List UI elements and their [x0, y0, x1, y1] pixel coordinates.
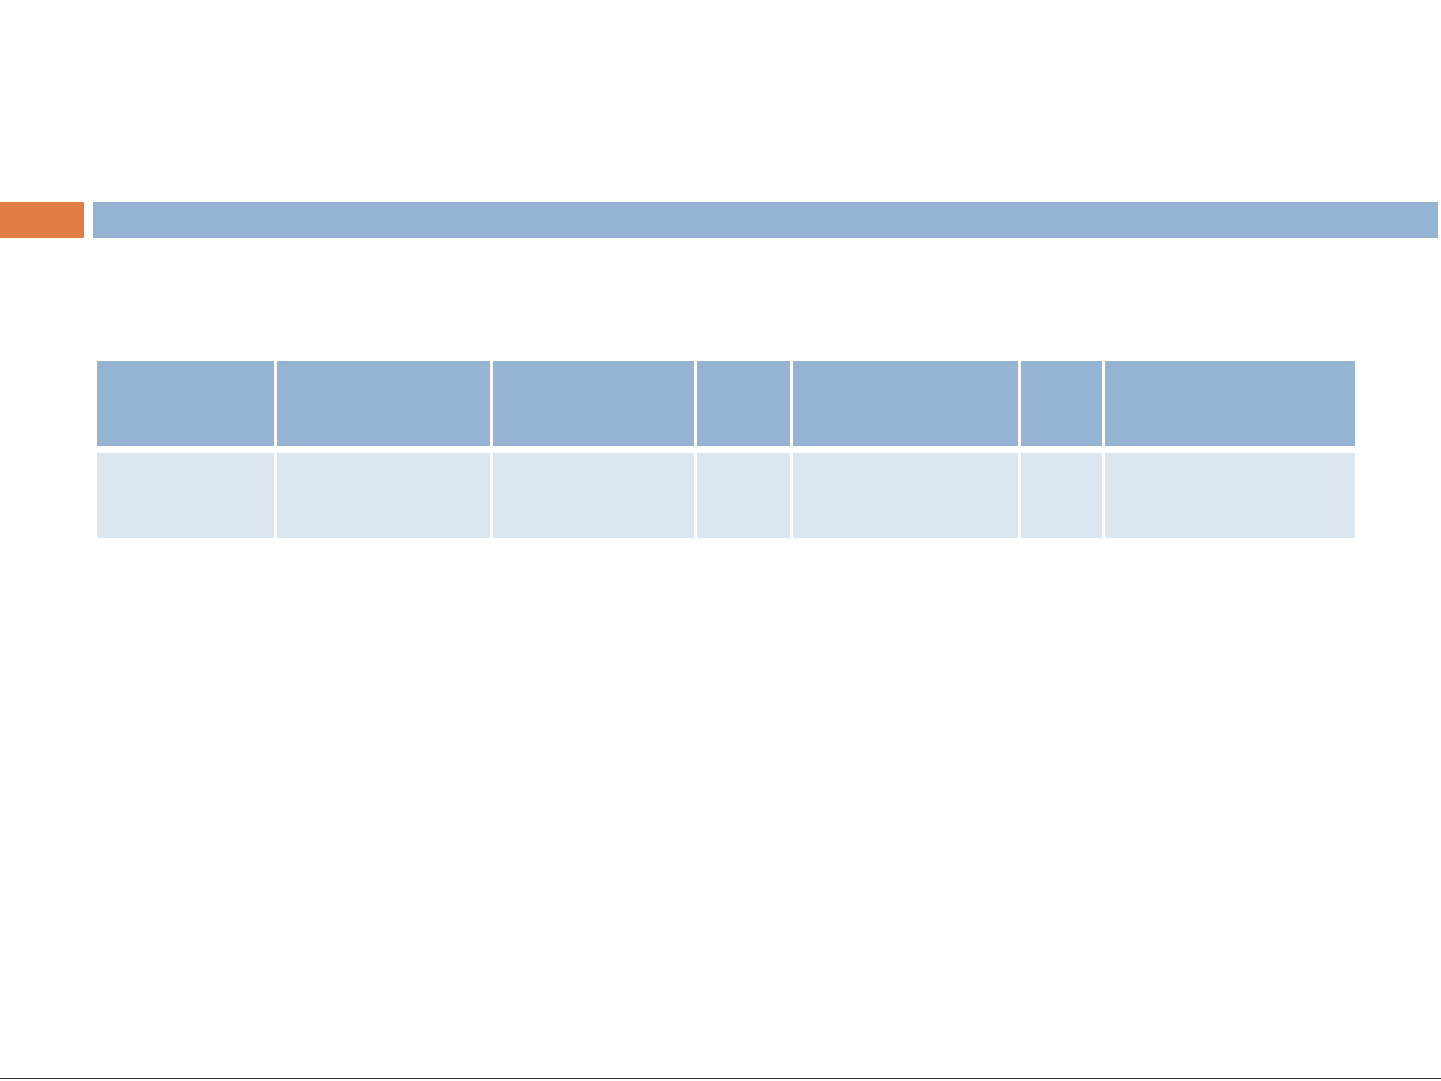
header-cell — [793, 361, 1018, 446]
header-cell — [277, 361, 490, 446]
body-cell — [97, 453, 274, 538]
header-cell — [1105, 361, 1355, 446]
body-cell — [697, 453, 790, 538]
body-cell — [793, 453, 1018, 538]
accent-block — [0, 202, 84, 238]
bottom-rule — [0, 1078, 1441, 1079]
title-bar — [93, 202, 1438, 238]
header-cell — [97, 361, 274, 446]
body-cell — [1105, 453, 1355, 538]
header-cell — [1021, 361, 1102, 446]
header-cell — [493, 361, 694, 446]
header-cell — [697, 361, 790, 446]
body-cell — [277, 453, 490, 538]
body-cell — [493, 453, 694, 538]
body-cell — [1021, 453, 1102, 538]
